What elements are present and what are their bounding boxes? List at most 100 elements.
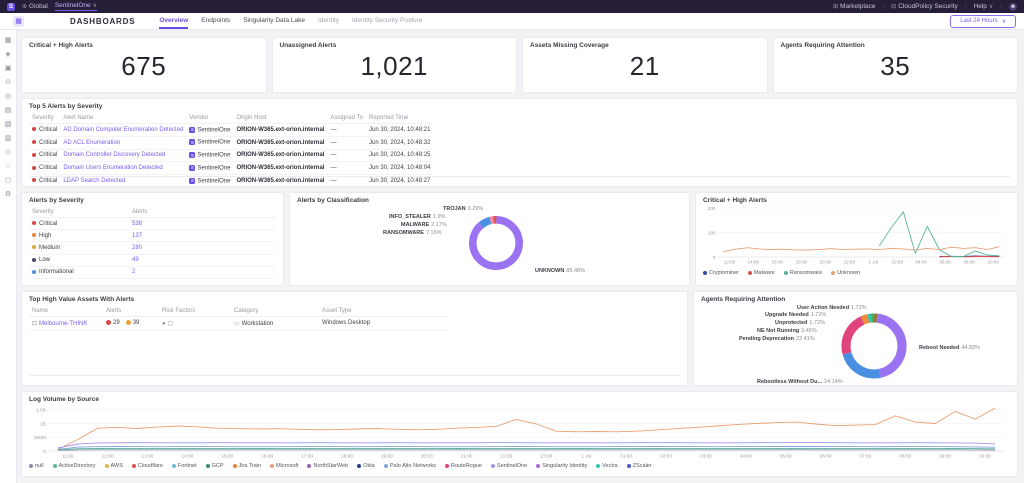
legend-item-singularity-identity[interactable]: Singularity Identity bbox=[536, 463, 587, 469]
donut-chart-svg bbox=[469, 216, 523, 270]
alerts-by-severity-card: Alerts by Severity Severity Alerts Critica… bbox=[21, 192, 284, 286]
donut-slice-info-stealer[interactable] bbox=[469, 216, 523, 270]
legend-item-northstarweb[interactable]: NorthStarWeb bbox=[307, 463, 348, 469]
search-icon[interactable]: ◎ bbox=[4, 93, 12, 100]
x-axis-tick: 01:00 bbox=[620, 453, 632, 459]
scope-selector[interactable]: ⊕ Global bbox=[22, 3, 48, 10]
alert-name-link[interactable]: Domain Users Enumeration Detected bbox=[63, 165, 163, 172]
reports-icon[interactable]: ▥ bbox=[4, 135, 12, 142]
legend-dot-icon bbox=[52, 464, 57, 468]
donut-label-pct: 22.41% bbox=[796, 336, 815, 342]
severity-cell: Medium bbox=[29, 241, 129, 255]
tasks-icon[interactable]: ◻ bbox=[5, 177, 11, 184]
tab-endpoints[interactable]: Endpoints bbox=[201, 16, 231, 24]
asset-name-link[interactable]: Melbourne-THINK bbox=[39, 320, 88, 327]
sentinels-icon[interactable]: ◈ bbox=[5, 51, 11, 58]
chart-legend: Cryptominer Malware Ransomware Unknown bbox=[703, 270, 1010, 276]
alert-row[interactable]: Critical AD Domain Computer Enumeration D… bbox=[29, 123, 434, 137]
endpoints-icon[interactable]: ▣ bbox=[4, 65, 12, 72]
network-icon[interactable]: ○ bbox=[5, 163, 11, 170]
x-axis-tick: 08:00 bbox=[899, 453, 911, 459]
legend-item-gcp[interactable]: GCP bbox=[205, 463, 224, 469]
alert-name-link[interactable]: AD ACL Enumeration bbox=[63, 139, 121, 146]
legend-item-cloudflare[interactable]: Cloudflare bbox=[131, 463, 163, 469]
sentinelone-logo-icon[interactable]: S bbox=[7, 2, 15, 11]
asset-row[interactable]: ⊡ Melbourne-THINK 29 39 ● ▢ ▭ Workstation Window… bbox=[29, 316, 449, 331]
dashboards-icon[interactable]: ▦ bbox=[4, 37, 12, 44]
workstation-icon: ▭ bbox=[234, 320, 240, 327]
legend-item-null[interactable]: null bbox=[29, 463, 44, 469]
legend-item-vectra[interactable]: Vectra bbox=[596, 463, 618, 469]
tab-singularity-data-lake[interactable]: Singularity Data Lake bbox=[243, 16, 305, 24]
marketplace-icon: ⊞ bbox=[833, 4, 839, 10]
severity-row[interactable]: High 137 bbox=[29, 229, 276, 243]
tab-identity-security-posture[interactable]: Identity Security Posture bbox=[351, 16, 423, 24]
legend-label: NorthStarWeb bbox=[313, 463, 349, 469]
severity-row[interactable]: Medium 280 bbox=[29, 241, 276, 255]
security-item-button[interactable]: ⊟ CloudPolicy Security bbox=[891, 3, 958, 10]
tab-identity[interactable]: Identity bbox=[317, 16, 339, 24]
alert-count-link[interactable]: 280 bbox=[132, 244, 143, 251]
x-axis-tick: 10:00 bbox=[979, 453, 991, 459]
severity-row[interactable]: Low 49 bbox=[29, 254, 276, 267]
policies-icon[interactable]: ◇ bbox=[5, 149, 11, 156]
reported-time: Jun 30, 2024, 10:48:27 bbox=[366, 174, 434, 188]
severity-row[interactable]: Critical 538 bbox=[29, 217, 276, 231]
legend-item-cryptominer[interactable]: Cryptominer bbox=[703, 270, 739, 276]
alert-name-link[interactable]: AD Domain Computer Enumeration Detected bbox=[63, 126, 184, 133]
x-axis-tick: 06:00 bbox=[820, 453, 832, 459]
settings-icon[interactable]: ⚙ bbox=[4, 191, 12, 198]
alerts-icon[interactable]: ⊙ bbox=[5, 79, 11, 86]
legend-item-malware[interactable]: Malware bbox=[747, 270, 775, 276]
x-axis-tick: 05:00 bbox=[780, 453, 792, 459]
legend-item-aws[interactable]: AWS bbox=[104, 463, 123, 469]
alert-row[interactable]: Critical LDAP Search Detected S SentinelOne… bbox=[29, 174, 434, 188]
severity-cell: Critical bbox=[29, 161, 61, 176]
legend-item-activedirectory[interactable]: ActiveDirectory bbox=[52, 463, 96, 469]
series-line-null bbox=[57, 449, 996, 451]
alert-row[interactable]: Critical AD ACL Enumeration S SentinelOne OR… bbox=[29, 136, 434, 150]
legend-item-zscaler[interactable]: ZScaler bbox=[626, 463, 652, 469]
alert-count-link[interactable]: 538 bbox=[132, 220, 143, 227]
donut-slice-reboot-needed[interactable] bbox=[841, 313, 907, 379]
severity-row[interactable]: Informational 2 bbox=[29, 266, 276, 279]
alert-count-link[interactable]: 49 bbox=[132, 257, 139, 264]
time-range-button[interactable]: Last 24 Hours ∨ bbox=[950, 14, 1016, 28]
donut-slice-unknown[interactable] bbox=[469, 216, 523, 270]
legend-item-unknown[interactable]: Unknown bbox=[831, 270, 860, 276]
donut-label-reboot-needed: Reboot Needed 44.83% bbox=[919, 345, 980, 351]
alert-row[interactable]: Critical Domain Controller Discovery Dete… bbox=[29, 149, 434, 163]
legend-dot-icon bbox=[596, 464, 601, 468]
donut-slice-upgrade-needed[interactable] bbox=[841, 313, 907, 379]
alert-name-link[interactable]: Domain Controller Discovery Detected bbox=[63, 152, 166, 159]
user-avatar[interactable]: ☻ bbox=[1009, 2, 1017, 11]
tab-overview[interactable]: Overview bbox=[159, 13, 189, 29]
dashboards-menu-icon[interactable]: ▦ bbox=[13, 15, 24, 27]
marketplace-button[interactable]: ⊞ Marketplace bbox=[833, 3, 875, 10]
visibility-icon[interactable]: ▧ bbox=[4, 121, 12, 128]
donut-slice-pending-deprecation[interactable] bbox=[841, 313, 907, 379]
legend-item-okta[interactable]: Okta bbox=[357, 463, 375, 469]
legend-item-sentinelone[interactable]: SentinelOne bbox=[490, 463, 527, 469]
critical-high-line-chart: 0 100 200 12:00 14:00 16:00 18:00 20:00 22:00 1 J… bbox=[708, 206, 1006, 265]
col-header-alerts: Alerts bbox=[129, 207, 276, 218]
alert-name-link[interactable]: LDAP Search Detected bbox=[63, 177, 126, 184]
legend-item-palo-alto-networks[interactable]: Palo Alto Networks bbox=[383, 463, 436, 469]
alert-count-badge: 39 bbox=[125, 320, 139, 326]
donut-label-pct: 1.72% bbox=[809, 320, 825, 326]
legend-item-jira-train[interactable]: Jira Train bbox=[232, 463, 261, 469]
legend-item-fortinet[interactable]: Fortinet bbox=[171, 463, 197, 469]
alert-count-link[interactable]: 137 bbox=[132, 232, 143, 239]
alert-row[interactable]: Critical Domain Users Enumeration Detecte… bbox=[29, 161, 434, 176]
donut-slice-rebootless-without-du[interactable] bbox=[841, 313, 907, 379]
donut-label-name: TROJAN bbox=[443, 206, 466, 212]
legend-item-routerogue[interactable]: RouteRogue bbox=[445, 463, 482, 469]
help-menu[interactable]: Help ∨ bbox=[974, 3, 994, 10]
legend-dot-icon bbox=[626, 464, 631, 468]
legend-item-ransomware[interactable]: Ransomware bbox=[783, 270, 822, 276]
tenant-selector[interactable]: SentinelOne ∨ bbox=[54, 2, 98, 11]
legend-item-microsoft[interactable]: Microsoft bbox=[270, 463, 298, 469]
alert-count-link[interactable]: 2 bbox=[132, 269, 136, 276]
graphs-icon[interactable]: ▤ bbox=[4, 107, 12, 114]
legend-label: Malware bbox=[753, 270, 775, 276]
